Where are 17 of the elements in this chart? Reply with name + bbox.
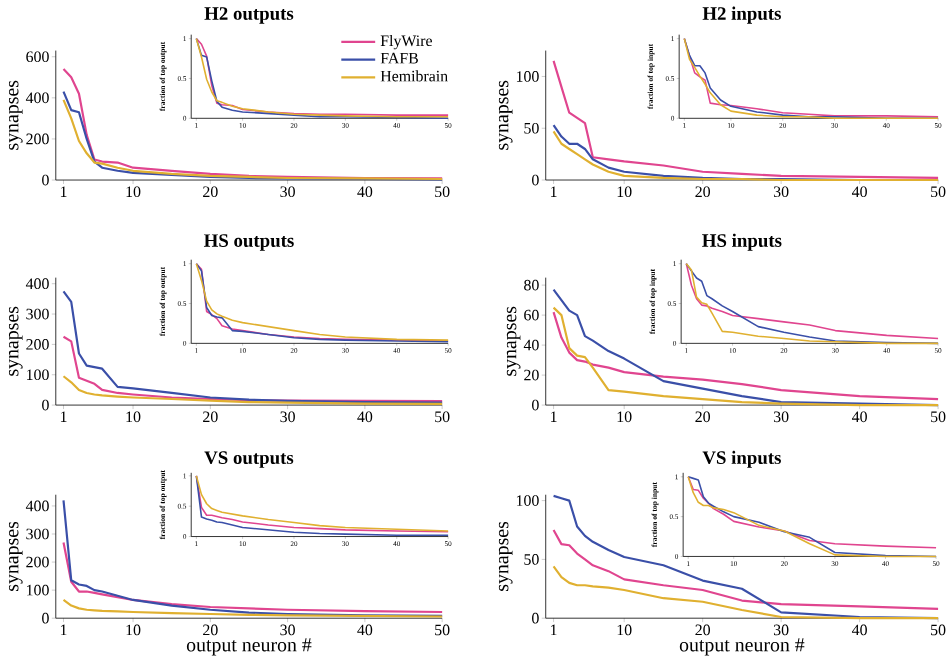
chart-title: HS outputs: [203, 234, 294, 251]
chart-title: HS inputs: [702, 233, 782, 251]
y-axis-title: synapses: [8, 80, 23, 150]
x-axis-title: output neuron #: [679, 638, 805, 656]
chart-title: H2 outputs: [204, 7, 294, 24]
chart-title: VS outputs: [204, 451, 294, 468]
line-series: [62, 375, 444, 405]
y-axis-title: synapses: [498, 521, 513, 591]
y-axis-title: synapses: [8, 521, 23, 591]
chart-title: H2 inputs: [702, 6, 781, 24]
line-series: [552, 565, 940, 620]
y-axis-title: synapses: [8, 306, 23, 376]
y-axis-title: synapses: [506, 306, 521, 376]
line-series: [62, 290, 444, 404]
x-axis-title: output neuron #: [186, 638, 312, 656]
y-axis-title: synapses: [498, 80, 513, 150]
chart-title: VS inputs: [702, 450, 781, 468]
